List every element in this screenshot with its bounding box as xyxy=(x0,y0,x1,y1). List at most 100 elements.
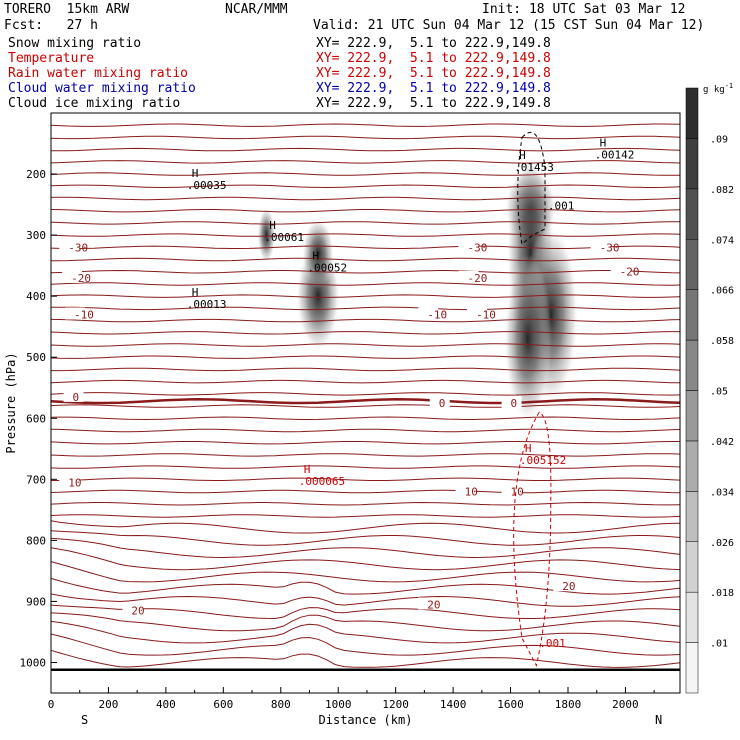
mixing-ratio-contours: .001 .001 xyxy=(513,131,575,667)
x-end-label-north: N xyxy=(655,713,662,727)
field-range-cloud-water: XY= 222.9, 5.1 to 222.9,149.8 xyxy=(316,81,551,96)
isotherm-line xyxy=(50,282,681,286)
maximum-value: .00052 xyxy=(307,262,347,275)
isotherm-line xyxy=(50,465,681,469)
isotherm-label-bg xyxy=(467,307,488,320)
x-tick-label: 0 xyxy=(48,698,55,711)
isotherm-line xyxy=(50,547,681,571)
isotherm-label-bg xyxy=(590,240,611,253)
isotherm-line xyxy=(50,392,681,396)
y-tick-label: 900 xyxy=(26,595,46,608)
isotherm-line xyxy=(50,561,681,583)
colorbar-unit: g kg-1 xyxy=(703,82,733,95)
isotherm-label: 20 xyxy=(562,580,575,593)
x-tick-label: 1200 xyxy=(382,698,409,711)
colorbar-tick-label: .034 xyxy=(710,487,734,498)
colorbar: .01 .018 .026 .034 .042 .05 .058 .066 .074 .082 .0… xyxy=(685,82,734,694)
colorbar-swatch xyxy=(685,188,699,240)
field-range-temperature: XY= 222.9, 5.1 to 222.9,149.8 xyxy=(316,51,551,66)
plot-axes: 0 200 400 600 800 1000 1200 1400 1600 1800 2000200… xyxy=(4,112,681,727)
field-name-temperature: Temperature xyxy=(8,51,95,66)
x-tick-label: 2000 xyxy=(612,698,639,711)
x-tick-label: 1000 xyxy=(325,698,352,711)
isotherm-line xyxy=(50,404,681,408)
isotherm-line xyxy=(50,577,681,595)
colorbar-tick-label: .042 xyxy=(710,437,734,448)
isotherm-line xyxy=(50,196,681,201)
colorbar-tick-label: .058 xyxy=(710,336,734,347)
colorbar-swatch xyxy=(685,642,699,694)
isotherm-line xyxy=(51,147,681,152)
isotherm-line xyxy=(50,343,681,347)
colorbar-tick-label: .018 xyxy=(710,588,734,599)
colorbar-swatch xyxy=(685,239,699,290)
colorbar-tick-label: .01 xyxy=(710,639,728,650)
colorbar-swatch xyxy=(685,339,699,391)
isotherm-label-bg xyxy=(122,603,143,616)
y-axis-label: Pressure (hPa) xyxy=(4,352,18,453)
isotherm-line xyxy=(50,428,681,433)
colorbar-swatch xyxy=(685,289,699,341)
isotherm-label: 10 xyxy=(465,486,478,499)
isotherm-label: 0 xyxy=(511,397,518,410)
isotherm-line xyxy=(50,221,680,225)
y-tick-label: 1000 xyxy=(20,656,47,669)
y-tick-label: 400 xyxy=(26,290,46,303)
isotherm-line xyxy=(50,379,681,384)
contour-value-label: .001 xyxy=(548,199,575,212)
colorbar-tick-label: .026 xyxy=(710,538,734,549)
colorbar-swatch xyxy=(685,591,699,643)
isotherm-label: -10 xyxy=(476,308,496,321)
isotherm-label: 20 xyxy=(131,605,144,618)
isotherm-line xyxy=(50,604,681,620)
model-title: TORERO 15km ARW xyxy=(4,2,130,17)
x-tick-label: 600 xyxy=(213,698,233,711)
snow-plume-6 xyxy=(257,207,276,264)
isotherm-label: 10 xyxy=(68,476,81,489)
isotherm-label-bg xyxy=(59,475,80,488)
y-tick-label: 600 xyxy=(26,412,46,425)
isotherm-label-bg xyxy=(610,264,631,277)
isotherm-label: -20 xyxy=(467,272,487,285)
isotherm-line xyxy=(50,501,681,506)
rain-water-contour xyxy=(513,411,552,667)
isotherm-line xyxy=(50,633,681,656)
maximum-marker: H xyxy=(192,286,199,299)
isotherm-line xyxy=(50,537,681,559)
colorbar-swatch xyxy=(685,541,699,593)
isotherm-zero-line xyxy=(50,398,681,405)
isotherm-label: -20 xyxy=(620,266,640,279)
isotherm-label-bg xyxy=(418,307,439,320)
y-tick-label: 700 xyxy=(26,473,46,486)
isotherm-line xyxy=(50,123,681,127)
field-maxima-labels: H.00035H.00061H.00052H.00013H.01453H.001… xyxy=(187,137,635,489)
isotherm-line xyxy=(50,593,681,607)
isotherm-label-bg xyxy=(429,396,450,408)
field-range-snow: XY= 222.9, 5.1 to 222.9,149.8 xyxy=(316,36,551,51)
maximum-value: .01453 xyxy=(514,161,554,174)
isotherm-label-bg xyxy=(64,307,85,320)
isotherm-line xyxy=(50,453,681,457)
maximum-marker: H xyxy=(304,463,311,476)
isotherm-label-bg xyxy=(62,270,83,283)
isotherm-label-bg xyxy=(418,597,439,610)
isotherm-label: -10 xyxy=(427,308,447,321)
field-range-rain: XY= 222.9, 5.1 to 222.9,149.8 xyxy=(316,66,551,81)
isotherm-line xyxy=(50,233,681,237)
isotherm-line xyxy=(50,172,681,176)
y-tick-label: 300 xyxy=(26,229,46,242)
isotherm-label-bg xyxy=(63,389,84,402)
maximum-value: .00142 xyxy=(595,149,635,162)
isotherm-line xyxy=(51,367,681,372)
maximum-value: .00035 xyxy=(187,179,227,192)
maximum-value: .00013 xyxy=(187,298,227,311)
isotherm-label: -20 xyxy=(71,272,91,285)
isotherm-line xyxy=(50,331,680,335)
maximum-value: .000065 xyxy=(299,475,345,488)
colorbar-swatch xyxy=(685,491,699,543)
colorbar-swatch xyxy=(685,138,699,190)
isotherm-label: 20 xyxy=(427,598,440,611)
isotherm-line xyxy=(51,257,681,262)
isotherm-line xyxy=(50,620,681,644)
